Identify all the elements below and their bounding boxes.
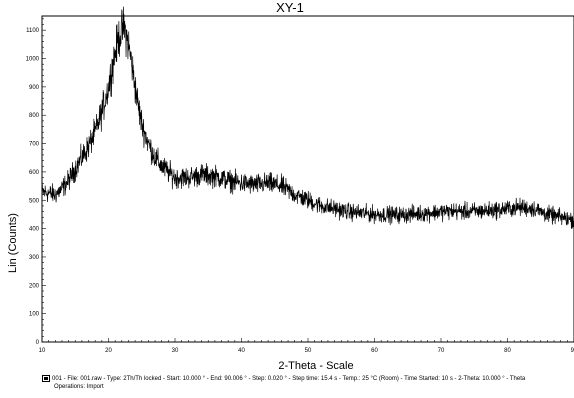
x-tick-label: 70: [438, 348, 445, 354]
series-group: [41, 6, 574, 229]
scan-info-line: 001 - File: 001.raw - Type: 2Th/Th locke…: [42, 375, 525, 382]
y-tick-label: 900: [29, 85, 40, 91]
y-tick-label: 0: [36, 340, 40, 346]
x-tick-label: 30: [172, 348, 179, 354]
x-tick-label: 60: [371, 348, 378, 354]
y-tick-label: 500: [29, 198, 40, 204]
x-tick-label: 80: [504, 348, 511, 354]
x-axis: 10 20 30 40 50 60 70 80 90: [39, 338, 574, 354]
y-tick-label: 800: [29, 113, 40, 119]
y-tick-label: 400: [29, 227, 40, 233]
chart-title: XY-1: [276, 0, 304, 15]
y-tick-label: 600: [29, 170, 40, 176]
y-tick-label: 1100: [26, 28, 40, 34]
y-tick-label: 1000: [26, 57, 40, 63]
y-axis-title: Lin (Counts): [7, 213, 19, 273]
scan-icon: [42, 375, 50, 382]
x-tick-label: 20: [105, 348, 112, 354]
x-tick-label: 50: [305, 348, 312, 354]
scan-info-footer: 001 - File: 001.raw - Type: 2Th/Th locke…: [0, 373, 574, 398]
y-tick-label: 200: [29, 283, 40, 289]
x-axis-title: 2-Theta - Scale: [278, 360, 353, 372]
series-line: [41, 6, 574, 229]
x-tick-label: 40: [238, 348, 245, 354]
y-tick-label: 300: [29, 255, 40, 261]
scan-info-text: 001 - File: 001.raw - Type: 2Th/Th locke…: [52, 375, 526, 382]
plot-area: [41, 15, 574, 343]
y-axis: 0 100 200 300 400 500 600 700 800 900 1000 1100: [26, 18, 46, 346]
y-tick-label: 700: [29, 142, 40, 148]
x-tick-label: 90: [571, 348, 574, 354]
x-tick-label: 10: [39, 348, 46, 354]
plot-frame: [41, 15, 574, 343]
operations-line: Operations: Import: [54, 384, 104, 390]
y-tick-label: 100: [29, 312, 40, 318]
